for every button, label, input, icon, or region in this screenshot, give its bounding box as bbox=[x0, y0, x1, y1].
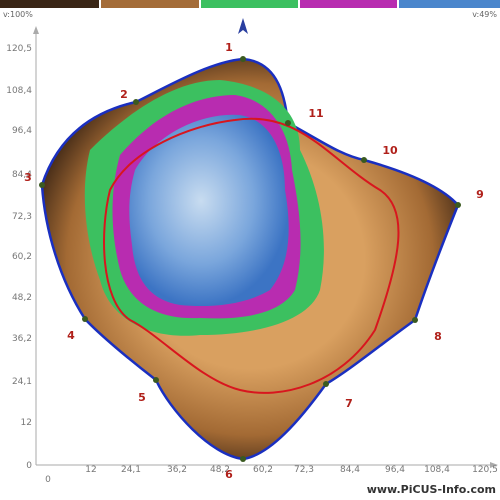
y-tick-label: 72,3 bbox=[12, 212, 32, 222]
y-tick-label: 96,4 bbox=[12, 126, 32, 136]
x-tick-label: 108,4 bbox=[424, 465, 450, 475]
y-tick-label: 120,5 bbox=[6, 44, 32, 54]
sensor-label: 8 bbox=[434, 330, 442, 343]
sensor-point bbox=[412, 317, 418, 323]
north-arrow bbox=[238, 18, 248, 34]
x-tick-label: 60,2 bbox=[253, 465, 273, 475]
legend-swatch bbox=[0, 0, 99, 8]
sensor-label: 11 bbox=[308, 107, 323, 120]
y-tick-label: 36,2 bbox=[12, 334, 32, 344]
sensor-label: 2 bbox=[120, 88, 128, 101]
x-tick-label: 84,4 bbox=[340, 465, 360, 475]
y-tick-label: 48,2 bbox=[12, 293, 32, 303]
zone-blue bbox=[129, 114, 289, 307]
legend-right-label: v:49% bbox=[472, 10, 497, 19]
sensor-label: 1 bbox=[225, 41, 233, 54]
x-tick-label: 24,1 bbox=[121, 465, 141, 475]
resistance-outline bbox=[103, 117, 400, 394]
sensor-label: 9 bbox=[476, 188, 484, 201]
y-tick-label: 24,1 bbox=[12, 377, 32, 387]
legend-swatch bbox=[300, 0, 397, 8]
sensor-point bbox=[82, 316, 88, 322]
y-tick-label: 84,4 bbox=[12, 170, 32, 180]
sensor-point bbox=[285, 120, 291, 126]
sensor-point bbox=[361, 157, 367, 163]
axis-arrow bbox=[490, 462, 498, 468]
x-tick-label: 36,2 bbox=[167, 465, 187, 475]
legend-left-label: v:100% bbox=[3, 10, 33, 19]
x-tick-label: 96,4 bbox=[385, 465, 405, 475]
legend-swatch bbox=[201, 0, 298, 8]
sensor-point bbox=[455, 202, 461, 208]
sensor-label: 4 bbox=[67, 329, 75, 342]
sensor-point bbox=[240, 456, 246, 462]
y-tick-label: 12 bbox=[21, 418, 32, 428]
axis-arrow bbox=[33, 26, 39, 34]
footer-url: www.PiCUS-Info.com bbox=[367, 483, 496, 496]
y-tick-label: 0 bbox=[26, 461, 32, 471]
sensor-label: 7 bbox=[345, 397, 353, 410]
legend-swatch bbox=[101, 0, 199, 8]
sensor-point bbox=[133, 99, 139, 105]
x-tick-label: 0 bbox=[45, 475, 51, 485]
x-tick-label: 120,5 bbox=[472, 465, 498, 475]
y-tick-label: 108,4 bbox=[6, 86, 32, 96]
sensor-point bbox=[240, 56, 246, 62]
sensor-point bbox=[39, 182, 45, 188]
sensor-point bbox=[323, 381, 329, 387]
x-tick-label: 72,3 bbox=[294, 465, 314, 475]
sensor-label: 10 bbox=[382, 144, 398, 157]
sensor-points bbox=[39, 56, 461, 462]
sensor-label: 6 bbox=[225, 468, 233, 481]
sensor-label: 5 bbox=[138, 391, 146, 404]
sensor-label: 3 bbox=[24, 171, 32, 184]
legend-swatch bbox=[399, 0, 500, 8]
sensor-point bbox=[153, 377, 159, 383]
y-tick-label: 60,2 bbox=[12, 252, 32, 262]
x-tick-label: 12 bbox=[85, 465, 96, 475]
x-tick-label: 48,2 bbox=[210, 465, 230, 475]
